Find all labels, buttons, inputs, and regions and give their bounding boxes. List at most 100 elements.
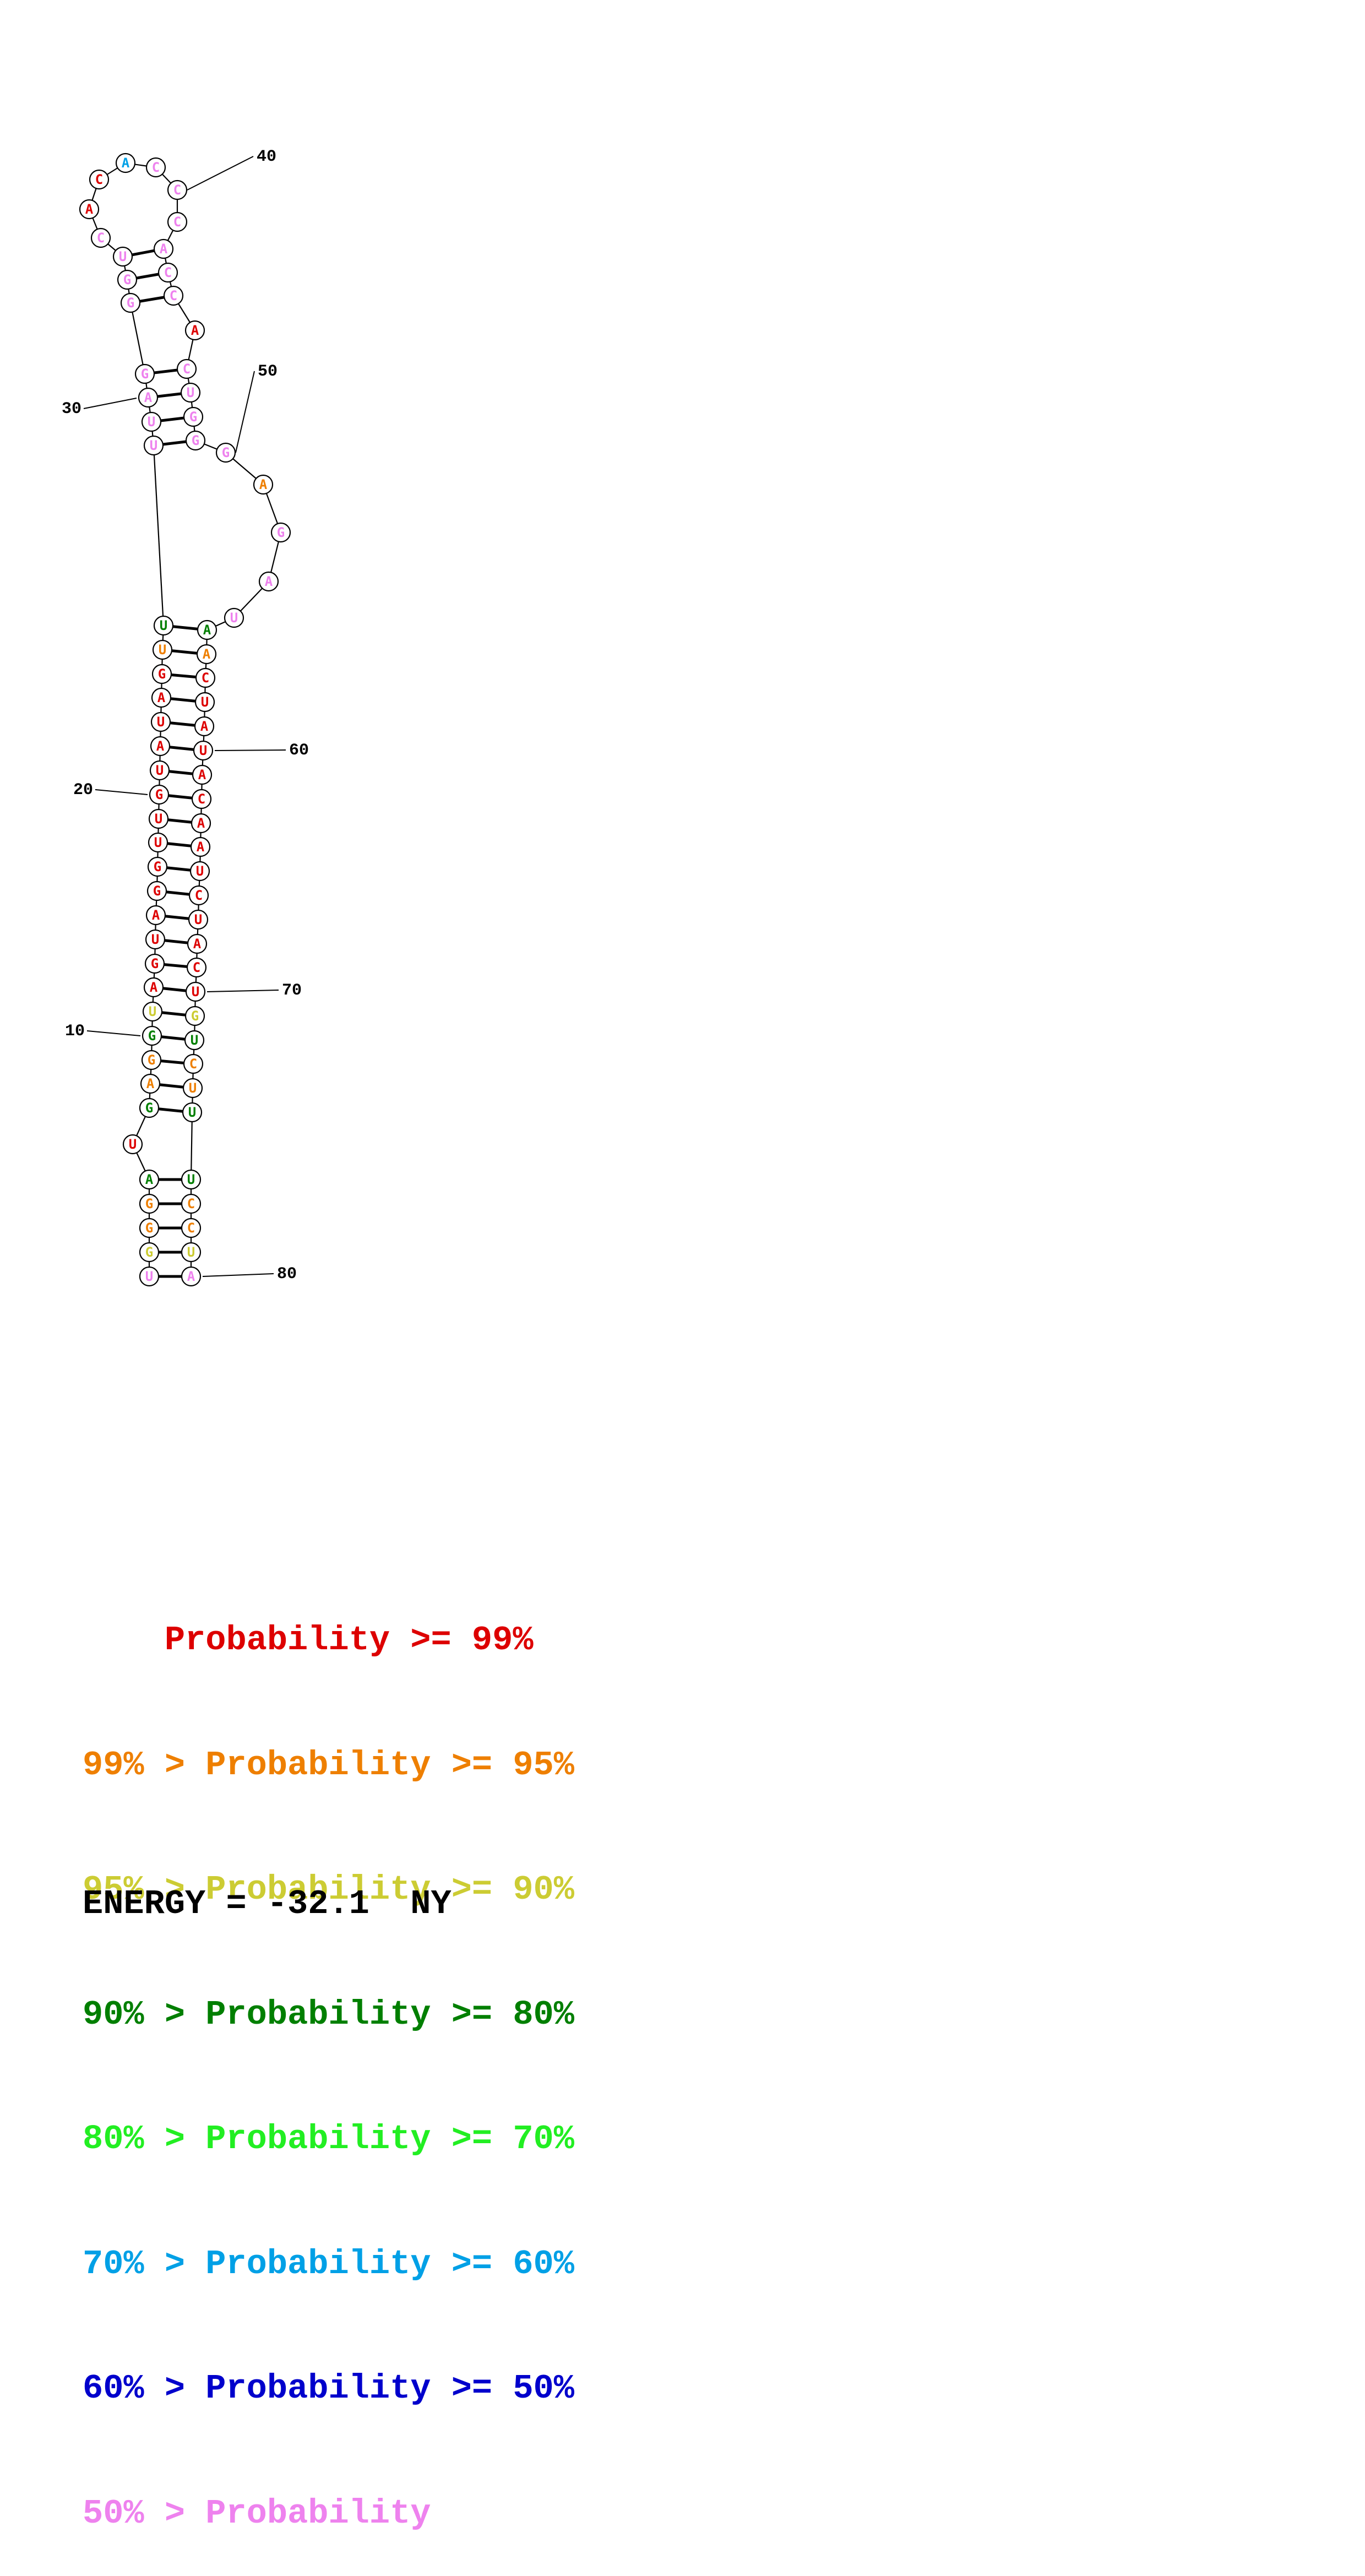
- nucleotide-base: G: [155, 787, 163, 802]
- nucleotide-base: C: [187, 1196, 195, 1211]
- nucleotide-3: G: [139, 1218, 160, 1238]
- nucleotide-circle: [139, 1169, 160, 1190]
- nucleotide-15: A: [145, 905, 166, 926]
- nucleotide-45: A: [184, 320, 205, 341]
- nucleotide-circle: [139, 1242, 160, 1263]
- nucleotide-41: C: [167, 211, 188, 232]
- nucleotide-base: A: [160, 241, 168, 257]
- nucleotide-base: C: [173, 182, 181, 198]
- nucleotide-base: A: [203, 622, 211, 638]
- nucleotide-50: G: [215, 442, 236, 463]
- nucleotide-71: G: [184, 1006, 205, 1026]
- nucleotide-39: C: [145, 157, 166, 178]
- nucleotide-circle: [90, 227, 111, 248]
- nucleotide-base: G: [141, 366, 149, 382]
- nucleotide-circle: [192, 764, 213, 785]
- index-leader-10: [86, 1030, 141, 1036]
- nucleotide-2: G: [139, 1242, 160, 1263]
- nucleotide-circle: [117, 269, 138, 290]
- nucleotide-32: G: [120, 292, 141, 313]
- nucleotide-48: G: [183, 406, 204, 427]
- nucleotide-4: G: [139, 1193, 160, 1214]
- nucleotide-circle: [182, 1102, 203, 1123]
- nucleotide-34: U: [112, 246, 133, 267]
- index-label-50: 50: [258, 362, 278, 381]
- index-leader-20: [95, 789, 148, 795]
- nucleotide-base: G: [222, 445, 230, 460]
- nucleotide-circle: [89, 169, 110, 190]
- nucleotide-base: C: [170, 288, 177, 303]
- nucleotide-base: G: [153, 883, 161, 899]
- index-leader-80: [202, 1273, 274, 1277]
- nucleotide-79: U: [181, 1242, 202, 1263]
- nucleotide-22: A: [150, 736, 171, 757]
- nucleotide-circle: [190, 836, 211, 857]
- index-label-10: 10: [65, 1022, 85, 1041]
- nucleotide-circle: [181, 1218, 202, 1238]
- nucleotide-54: U: [224, 607, 244, 628]
- nucleotide-circle: [186, 957, 207, 978]
- nucleotide-base: A: [265, 574, 273, 589]
- backbone-segment: [153, 445, 165, 626]
- nucleotide-55: A: [197, 619, 217, 640]
- nucleotide-26: U: [152, 639, 173, 660]
- nucleotide-circle: [79, 199, 100, 220]
- nucleotide-base: U: [199, 743, 207, 758]
- nucleotide-80: A: [181, 1266, 202, 1287]
- nucleotide-base: G: [123, 272, 131, 287]
- nucleotide-base: U: [189, 1080, 197, 1096]
- nucleotide-base: U: [191, 1032, 198, 1048]
- nucleotide-base: A: [156, 738, 165, 754]
- nucleotide-57: C: [195, 667, 216, 688]
- index-label-60: 60: [289, 741, 309, 760]
- index-label-80: 80: [277, 1265, 297, 1284]
- index-label-20: 20: [73, 781, 93, 800]
- nucleotide-base: U: [188, 1105, 196, 1120]
- nucleotide-base: G: [145, 1220, 153, 1236]
- nucleotide-69: C: [186, 957, 207, 978]
- nucleotide-base: U: [148, 414, 155, 430]
- nucleotide-10: G: [142, 1025, 162, 1046]
- nucleotide-circle: [144, 953, 165, 974]
- nucleotide-circle: [163, 285, 184, 306]
- index-label-40: 40: [257, 148, 276, 166]
- nucleotide-23: U: [150, 711, 171, 732]
- nucleotide-circle: [195, 667, 216, 688]
- nucleotide-77: C: [181, 1193, 202, 1214]
- nucleotide-8: A: [140, 1073, 161, 1094]
- nucleotide-base: G: [158, 666, 166, 682]
- nucleotide-base: G: [151, 956, 159, 971]
- nucleotide-base: G: [127, 295, 134, 311]
- nucleotide-base: U: [154, 835, 162, 850]
- nucleotide-7: G: [139, 1097, 160, 1118]
- nucleotide-27: U: [153, 615, 174, 636]
- legend-line-90: 95% > Probability >= 90%: [83, 1870, 574, 1909]
- nucleotide-1: U: [139, 1266, 160, 1287]
- nucleotide-base: C: [95, 172, 103, 187]
- nucleotide-base: A: [200, 719, 209, 734]
- nucleotide-circle: [188, 885, 209, 906]
- nucleotide-base: U: [155, 811, 162, 827]
- nucleotide-40: C: [167, 180, 188, 200]
- nucleotide-circle: [157, 262, 178, 283]
- nucleotide-25: G: [151, 664, 172, 684]
- nucleotide-76: U: [181, 1169, 202, 1190]
- nucleotide-circle: [141, 1050, 162, 1070]
- nucleotide-base: U: [194, 912, 202, 927]
- nucleotide-68: A: [187, 933, 208, 954]
- nucleotide-circle: [148, 832, 168, 853]
- nucleotide-circle: [146, 881, 167, 901]
- index-leader-50: [235, 371, 255, 453]
- nucleotide-circle: [187, 933, 208, 954]
- nucleotide-36: A: [79, 199, 100, 220]
- nucleotide-56: A: [196, 644, 217, 665]
- nucleotide-17: G: [147, 856, 168, 877]
- nucleotide-base: U: [151, 932, 159, 947]
- nucleotide-base: U: [129, 1137, 137, 1152]
- nucleotide-base: U: [187, 385, 194, 400]
- nucleotide-base: U: [119, 249, 127, 264]
- nucleotide-circle: [139, 1097, 160, 1118]
- nucleotide-73: C: [183, 1053, 204, 1074]
- nucleotide-base: U: [196, 863, 204, 879]
